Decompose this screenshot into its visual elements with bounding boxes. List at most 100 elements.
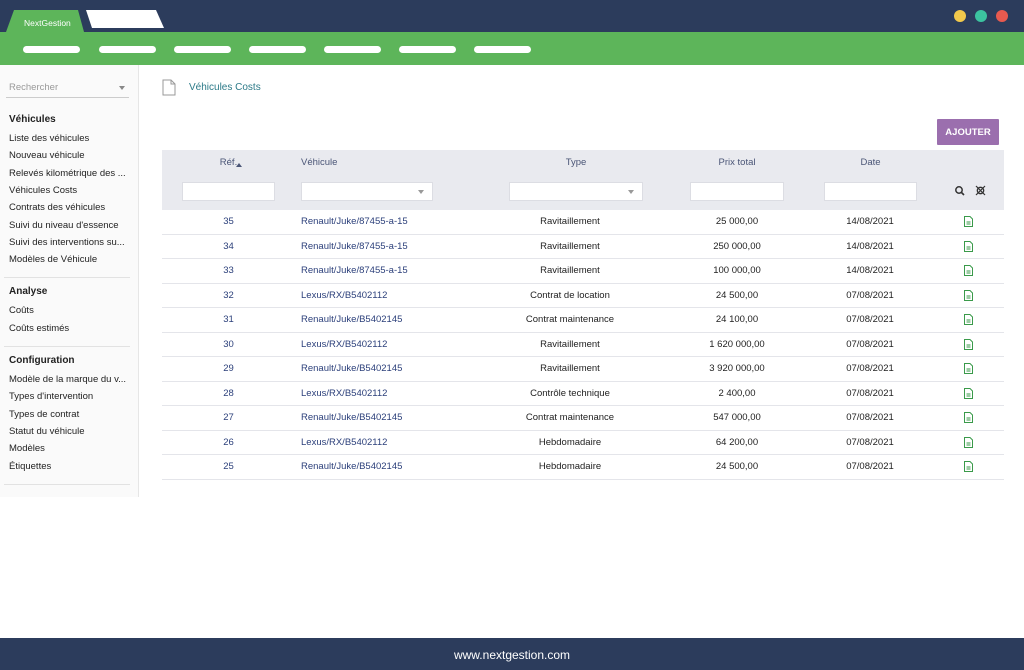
- cell-ref[interactable]: 25: [223, 461, 234, 472]
- menu-item[interactable]: Statut du véhicule: [9, 425, 85, 437]
- footer-url[interactable]: www.nextgestion.com: [453, 648, 571, 662]
- menu-item[interactable]: Relevés kilométrique des ...: [9, 167, 126, 179]
- filter-input[interactable]: [182, 182, 275, 201]
- cell-ref[interactable]: 34: [223, 240, 234, 252]
- cell-ref[interactable]: 26: [223, 436, 234, 448]
- menu-item[interactable]: Types d'intervention: [9, 391, 94, 403]
- pdf-icon[interactable]: [964, 436, 973, 448]
- pdf-icon[interactable]: [964, 461, 973, 472]
- tab[interactable]: [86, 10, 164, 28]
- cell-vehicle[interactable]: Lexus/RX/B5402112: [301, 387, 388, 399]
- window-dot[interactable]: [954, 10, 966, 22]
- pdf-icon[interactable]: [964, 338, 973, 350]
- cell-ref[interactable]: 33: [223, 265, 234, 276]
- menu-item[interactable]: Contrats des véhicules: [9, 202, 106, 214]
- table-row[interactable]: [162, 234, 1004, 259]
- cell-price: 64 200,00: [715, 436, 759, 448]
- nav-item[interactable]: [399, 46, 456, 53]
- pdf-icon[interactable]: [964, 216, 973, 227]
- table-row[interactable]: [162, 283, 1004, 308]
- cell-vehicle[interactable]: Renault/Juke/B5402145: [301, 363, 403, 374]
- cell-vehicle[interactable]: Lexus/RX/B5402112: [301, 436, 388, 448]
- nav-item[interactable]: [23, 46, 80, 53]
- search-underline: [6, 97, 129, 98]
- table-row[interactable]: [162, 332, 1004, 357]
- column-header[interactable]: Véhicule: [301, 157, 338, 168]
- filter-select[interactable]: [509, 182, 643, 201]
- search-icon[interactable]: [954, 185, 966, 197]
- menu-item[interactable]: Modèles: [9, 443, 45, 455]
- cell-vehicle[interactable]: Lexus/RX/B5402112: [301, 289, 388, 301]
- cell-price: 24 500,00: [715, 461, 759, 472]
- cell-price: 24 100,00: [715, 314, 759, 325]
- table-row[interactable]: [162, 210, 1004, 235]
- add-button[interactable]: AJOUTER: [937, 119, 999, 145]
- table-row[interactable]: [162, 406, 1004, 431]
- cell-ref[interactable]: 32: [223, 289, 234, 301]
- window-dot[interactable]: [996, 10, 1008, 22]
- cell-vehicle[interactable]: Renault/Juke/B5402145: [301, 412, 403, 423]
- cell-vehicle[interactable]: Renault/Juke/B5402145: [301, 461, 403, 472]
- column-header[interactable]: Date: [860, 157, 881, 168]
- table-row[interactable]: [162, 357, 1004, 382]
- window-dot[interactable]: [975, 10, 987, 22]
- cell-ref[interactable]: 31: [223, 314, 234, 325]
- table-row[interactable]: [162, 381, 1004, 406]
- menu-item[interactable]: Modèle de la marque du v...: [9, 374, 127, 385]
- pdf-icon[interactable]: [964, 265, 973, 276]
- column-header[interactable]: Type: [565, 157, 587, 168]
- cell-price: 1 620 000,00: [709, 338, 765, 350]
- nav-item[interactable]: [249, 46, 306, 53]
- cell-date: 14/08/2021: [846, 265, 894, 276]
- brand-tab-label[interactable]: NextGestion: [24, 18, 71, 28]
- menu-item[interactable]: Suivi des interventions su...: [9, 236, 125, 248]
- menu-item[interactable]: Étiquettes: [9, 460, 52, 472]
- menu-item[interactable]: Modèles de Véhicule: [9, 254, 98, 266]
- menu-item[interactable]: Véhicules Costs: [9, 184, 78, 196]
- nav-item[interactable]: [99, 46, 156, 53]
- cell-ref[interactable]: 29: [223, 363, 234, 374]
- nav-item[interactable]: [324, 46, 381, 53]
- cell-ref[interactable]: 27: [223, 412, 234, 423]
- menu-item[interactable]: Nouveau véhicule: [9, 150, 85, 162]
- pdf-icon[interactable]: [964, 240, 973, 252]
- pdf-icon[interactable]: [964, 314, 973, 325]
- cell-vehicle[interactable]: Renault/Juke/B5402145: [301, 314, 403, 325]
- menu-item[interactable]: Types de contrat: [9, 408, 80, 420]
- pdf-icon[interactable]: [964, 387, 973, 399]
- cell-vehicle[interactable]: Lexus/RX/B5402112: [301, 338, 388, 350]
- table-row[interactable]: [162, 455, 1004, 480]
- pdf-icon[interactable]: [964, 289, 973, 301]
- cell-price: 25 000,00: [715, 216, 759, 227]
- pdf-icon[interactable]: [964, 363, 973, 374]
- filter-select[interactable]: [301, 182, 433, 201]
- cell-ref[interactable]: 35: [223, 216, 234, 227]
- active-tab[interactable]: [6, 10, 84, 32]
- cell-date: 07/08/2021: [846, 387, 894, 399]
- nav-item[interactable]: [174, 46, 231, 53]
- filter-input[interactable]: [824, 182, 917, 201]
- cell-vehicle[interactable]: Renault/Juke/87455-a-15: [301, 216, 408, 227]
- cell-ref[interactable]: 30: [223, 338, 234, 350]
- cell-ref[interactable]: 28: [223, 387, 234, 399]
- menu-item[interactable]: Suivi du niveau d'essence: [9, 219, 119, 231]
- cell-vehicle[interactable]: Renault/Juke/87455-a-15: [301, 265, 408, 276]
- column-header[interactable]: Réf.: [219, 157, 238, 168]
- cell-date: 07/08/2021: [846, 363, 894, 374]
- table-row[interactable]: [162, 259, 1004, 284]
- filter-input[interactable]: [690, 182, 784, 201]
- menu-item[interactable]: Liste des véhicules: [9, 133, 90, 144]
- cell-type: Contrat maintenance: [525, 314, 615, 325]
- nav-item[interactable]: [474, 46, 531, 53]
- table-row[interactable]: [162, 430, 1004, 455]
- cell-vehicle[interactable]: Renault/Juke/87455-a-15: [301, 240, 408, 252]
- cell-date: 07/08/2021: [846, 436, 894, 448]
- clear-filter-icon[interactable]: [975, 185, 987, 197]
- table-row[interactable]: [162, 308, 1004, 333]
- pdf-icon[interactable]: [964, 412, 973, 423]
- menu-item[interactable]: Coûts: [9, 305, 34, 317]
- menu-item[interactable]: Coûts estimés: [9, 322, 70, 334]
- column-header[interactable]: Prix total: [718, 157, 756, 168]
- search-placeholder[interactable]: Rechercher: [9, 82, 59, 93]
- search-caret: [119, 86, 125, 90]
